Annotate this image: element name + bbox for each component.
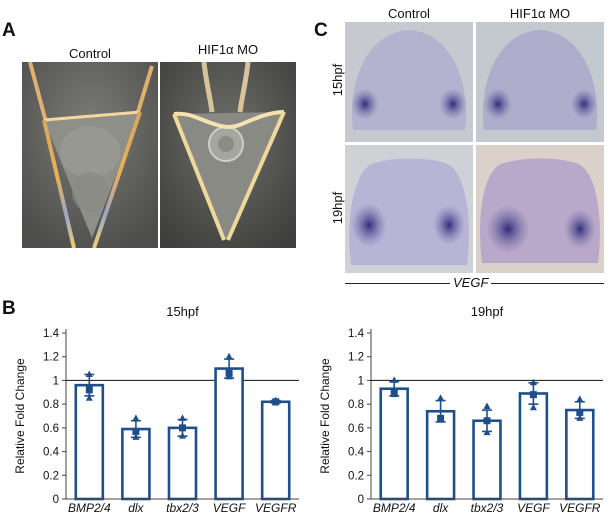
panel-c-letter: C xyxy=(314,20,328,41)
y-tick-label: 1 xyxy=(358,375,364,387)
chart-15hpf: 15hpf Relative Fold Change 0 0.2 0.4 0.6 0.8 1 1… xyxy=(13,304,299,515)
category-label: dlx xyxy=(128,501,144,515)
category-label: BMP2/4 xyxy=(68,501,111,515)
y-tick-label: 0.6 xyxy=(43,423,59,435)
category-label: VEGFR xyxy=(255,501,297,515)
bar xyxy=(74,383,105,501)
data-point-triangle xyxy=(225,372,233,380)
data-point-triangle xyxy=(272,398,280,406)
data-point-triangle xyxy=(529,378,537,386)
data-point-triangle xyxy=(225,352,233,360)
category-label: BMP2/4 xyxy=(373,501,416,515)
bar xyxy=(214,367,244,501)
y-tick-label: 0 xyxy=(358,494,364,506)
panel-c-control-15hpf-image xyxy=(345,22,473,142)
data-point-triangle xyxy=(85,394,93,401)
data-point-triangle xyxy=(390,376,398,383)
data-point-triangle xyxy=(576,395,584,402)
panel-c-row-19hpf-label: 19hpf xyxy=(330,191,345,225)
y-tick-label: 0 xyxy=(53,494,59,506)
chart-title: 19hpf xyxy=(471,304,504,319)
bar xyxy=(518,392,549,501)
panel-a-hif-label: HIF1α MO xyxy=(197,42,259,57)
panel-c-control-label: Control xyxy=(388,6,430,21)
panel-c-control-19hpf-image xyxy=(345,145,473,273)
data-point-triangle xyxy=(132,414,140,421)
y-axis-label: Relative Fold Change xyxy=(13,358,27,474)
chart-title: 15hpf xyxy=(166,304,199,319)
y-axis-label: Relative Fold Change xyxy=(318,358,332,474)
y-tick-label: 0.8 xyxy=(43,399,59,411)
data-point-square xyxy=(179,424,186,432)
y-tick-label: 1.2 xyxy=(348,352,364,364)
y-tick-label: 0.2 xyxy=(43,470,59,482)
data-point-triangle xyxy=(85,370,93,377)
data-point-square xyxy=(529,391,537,399)
bar xyxy=(565,408,595,501)
y-tick-label: 1 xyxy=(53,375,59,387)
data-point-triangle xyxy=(132,433,140,440)
data-point-square xyxy=(483,417,491,425)
panel-a-control-label: Control xyxy=(69,46,111,61)
category-label: tbx2/3 xyxy=(471,501,504,515)
data-point-square xyxy=(132,427,140,435)
bar xyxy=(121,427,151,501)
y-tick-label: 0.6 xyxy=(348,423,364,435)
bar xyxy=(260,400,291,501)
bar xyxy=(379,387,409,501)
category-label: dlx xyxy=(433,501,449,515)
category-label: VEGFR xyxy=(559,501,601,515)
y-tick-label: 0.2 xyxy=(348,470,364,482)
y-tick-label: 1.4 xyxy=(43,328,60,340)
panel-c-hif-19hpf-image xyxy=(476,145,604,273)
category-label: VEGF xyxy=(213,501,246,515)
category-label: tbx2/3 xyxy=(166,501,199,515)
panel-c-row-15hpf-label: 15hpf xyxy=(330,63,345,97)
panel-c-hif-label: HIF1α MO xyxy=(509,6,571,21)
data-point-triangle xyxy=(437,394,445,401)
data-point-square xyxy=(85,386,93,394)
panel-c-hif-15hpf-image xyxy=(476,22,604,142)
y-tick-label: 1.4 xyxy=(348,328,365,340)
panel-b-letter: B xyxy=(2,298,16,319)
data-point-square xyxy=(576,408,584,416)
data-point-triangle xyxy=(390,390,398,398)
panel-a-letter: A xyxy=(2,20,16,41)
category-label: VEGF xyxy=(517,501,550,515)
bar xyxy=(425,409,456,501)
panel-a-hif-micrograph xyxy=(160,62,296,248)
y-tick-label: 1.2 xyxy=(43,352,59,364)
data-point-triangle xyxy=(483,402,491,410)
data-point-triangle xyxy=(529,403,537,411)
panel-a-control-micrograph xyxy=(22,62,158,248)
y-tick-label: 0.4 xyxy=(43,447,60,459)
data-point-triangle xyxy=(179,414,186,421)
data-point-triangle xyxy=(483,428,491,436)
data-point-triangle xyxy=(576,414,584,421)
panel-c-gene-label: VEGF xyxy=(450,275,492,290)
chart-19hpf: 19hpf Relative Fold Change 0 0.2 0.4 0.6 0.8 1 1… xyxy=(318,304,603,515)
y-tick-label: 0.8 xyxy=(348,399,364,411)
data-point-triangle xyxy=(437,413,445,420)
y-tick-label: 0.4 xyxy=(348,447,365,459)
data-point-triangle xyxy=(179,432,186,439)
